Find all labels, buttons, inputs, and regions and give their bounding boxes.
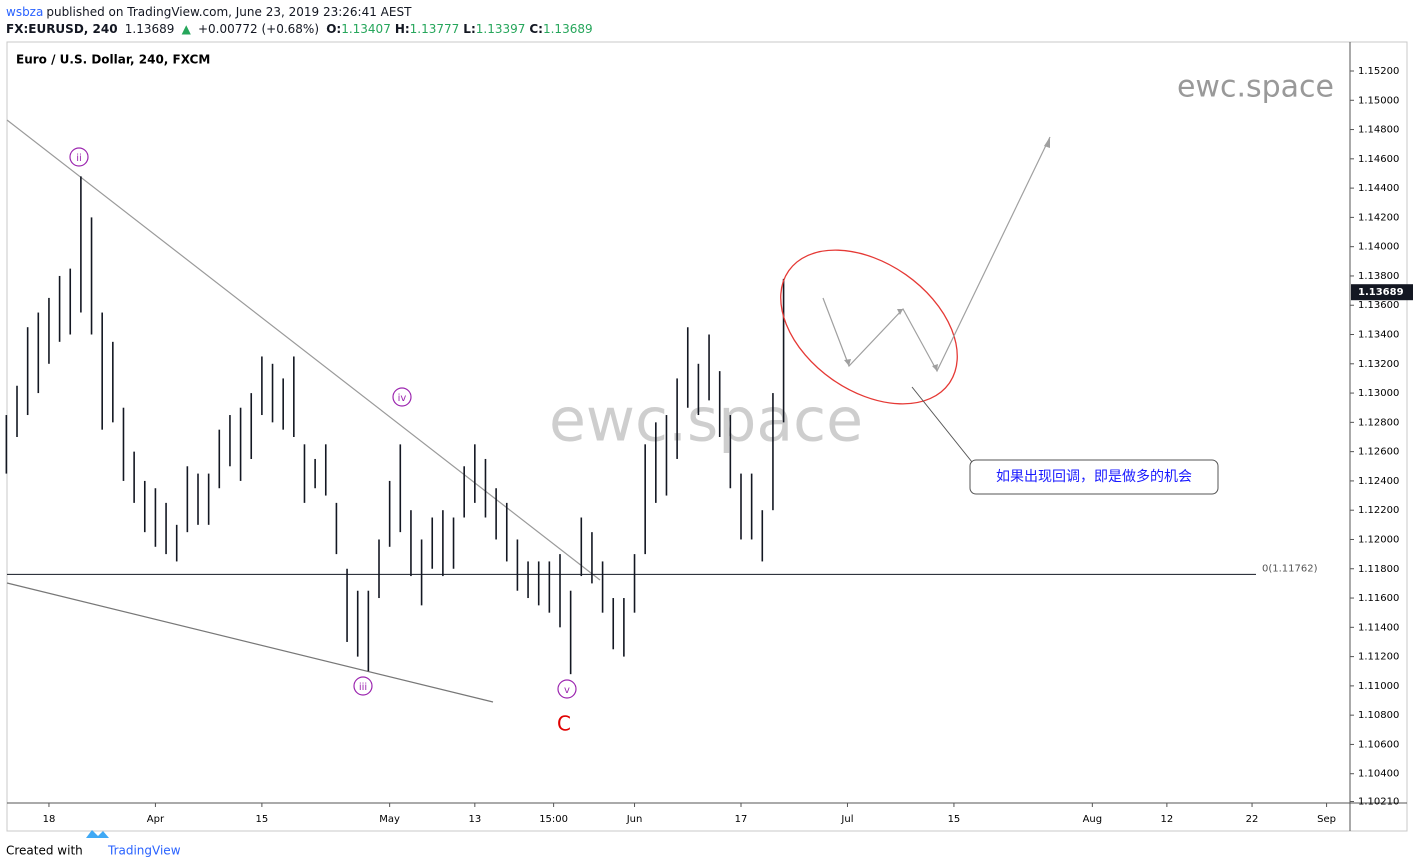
- arrow: ▲: [181, 22, 191, 36]
- y-tick-label: 1.14400: [1358, 183, 1399, 194]
- x-tick-label: 12: [1161, 814, 1174, 825]
- x-tick-label: Jul: [840, 814, 853, 825]
- watermark: ewc.space: [549, 386, 863, 456]
- author[interactable]: wsbza: [6, 5, 44, 19]
- tv-logo: [86, 830, 109, 838]
- callout-text: 如果出现回调，即是做多的机会: [996, 468, 1192, 485]
- x-tick-label: Sep: [1317, 814, 1336, 825]
- y-tick-label: 1.13800: [1358, 271, 1399, 282]
- x-tick-label: 15: [256, 814, 269, 825]
- callout-pointer: [911, 386, 973, 463]
- trendline-upper: [6, 119, 601, 581]
- footer-brand[interactable]: TradingView: [107, 844, 181, 858]
- y-tick-label: 1.14600: [1358, 154, 1399, 165]
- x-tick-label: 15: [948, 814, 961, 825]
- wave-label: iv: [398, 393, 407, 404]
- ohlc-key: L:: [463, 22, 476, 36]
- corner-mark: ewc.space: [1177, 70, 1334, 105]
- y-tick-label: 1.15200: [1358, 66, 1399, 77]
- y-tick-label: 1.11000: [1358, 681, 1399, 692]
- y-tick-label: 1.12800: [1358, 417, 1399, 428]
- y-tick-label: 1.12600: [1358, 447, 1399, 458]
- x-tick-label: 13: [468, 814, 481, 825]
- ohlc-value: 1.13689: [542, 22, 593, 36]
- wave-label: ii: [76, 153, 82, 164]
- y-tick-label: 1.14800: [1358, 125, 1399, 136]
- header: wsbza published on TradingView.com, June …: [6, 4, 600, 38]
- x-tick-label: 18: [43, 814, 56, 825]
- ohlc-value: 1.13777: [409, 22, 460, 36]
- y-tick-label: 1.10210: [1358, 797, 1399, 808]
- callout-box: [969, 459, 1219, 495]
- y-tick-label: 1.12000: [1358, 534, 1399, 545]
- ohlc-key: O:: [326, 22, 342, 36]
- wave-circle: [353, 676, 373, 696]
- legend: Euro / U.S. Dollar, 240, FXCM: [16, 53, 210, 67]
- ohlc-key: C:: [529, 22, 543, 36]
- last-price-tag: [1351, 284, 1413, 301]
- y-tick-label: 1.13400: [1358, 330, 1399, 341]
- wave-label: iii: [359, 682, 367, 693]
- marks: [5, 176, 1256, 675]
- publish-line: wsbza published on TradingView.com, June …: [6, 4, 600, 21]
- y-tick-label: 1.11400: [1358, 622, 1399, 633]
- y-tick-label: 1.13200: [1358, 359, 1399, 370]
- y-tick-label: 1.14000: [1358, 242, 1399, 253]
- y-tick-label: 1.10800: [1358, 710, 1399, 721]
- x-tick-label: Jun: [626, 814, 643, 825]
- y-tick-label: 1.13600: [1358, 300, 1399, 311]
- y-tick-label: 1.11600: [1358, 593, 1399, 604]
- wave-circle: [557, 679, 577, 699]
- x-tick-label: 17: [735, 814, 748, 825]
- quote-line: FX:EURUSD, 240 1.13689 ▲ +0.00772 (+0.68…: [6, 21, 600, 38]
- published: published on TradingView.com, June 23, 2…: [46, 5, 412, 19]
- x-tick-label: May: [379, 814, 400, 825]
- y-tick-label: 1.12400: [1358, 476, 1399, 487]
- x-tick-label: Apr: [147, 814, 165, 825]
- trendline-lower: [6, 582, 494, 703]
- ohlc-key: H:: [394, 22, 410, 36]
- x-tick-label: 15:00: [539, 814, 568, 825]
- y-tick-label: 1.14200: [1358, 212, 1399, 223]
- wave-circle: [69, 147, 89, 167]
- y-tick-label: 1.15000: [1358, 95, 1399, 106]
- y-tick-label: 1.11800: [1358, 564, 1399, 575]
- y-tick-label: 1.11200: [1358, 652, 1399, 663]
- highlight-ellipse: [780, 249, 958, 405]
- footer-created: Created with: [6, 844, 83, 858]
- projection-path: [822, 136, 1051, 373]
- ohlc-value: 1.13407: [341, 22, 391, 36]
- last-price-label: 1.13689: [1358, 287, 1404, 298]
- x-tick-label: Aug: [1083, 814, 1103, 825]
- ohlc-value: 1.13397: [475, 22, 526, 36]
- y-tick-label: 1.10600: [1358, 739, 1399, 750]
- y-tick-label: 1.10400: [1358, 769, 1399, 780]
- x-tick-label: 22: [1246, 814, 1259, 825]
- ohlc: O:1.13407 H:1.13777 L:1.13397 C:1.13689: [326, 22, 596, 36]
- wave-label: v: [564, 685, 570, 696]
- projection-arrowheads: [844, 137, 1050, 371]
- level-label: 0(1.11762): [1262, 563, 1318, 574]
- y-tick-label: 1.12200: [1358, 505, 1399, 516]
- wave-label: C: [557, 712, 571, 736]
- wave-circle: [392, 387, 412, 407]
- y-tick-label: 1.13000: [1358, 388, 1399, 399]
- change: +0.00772 (+0.68%): [197, 22, 320, 36]
- price: 1.13689: [124, 22, 175, 36]
- symbol: FX:EURUSD, 240: [6, 22, 118, 36]
